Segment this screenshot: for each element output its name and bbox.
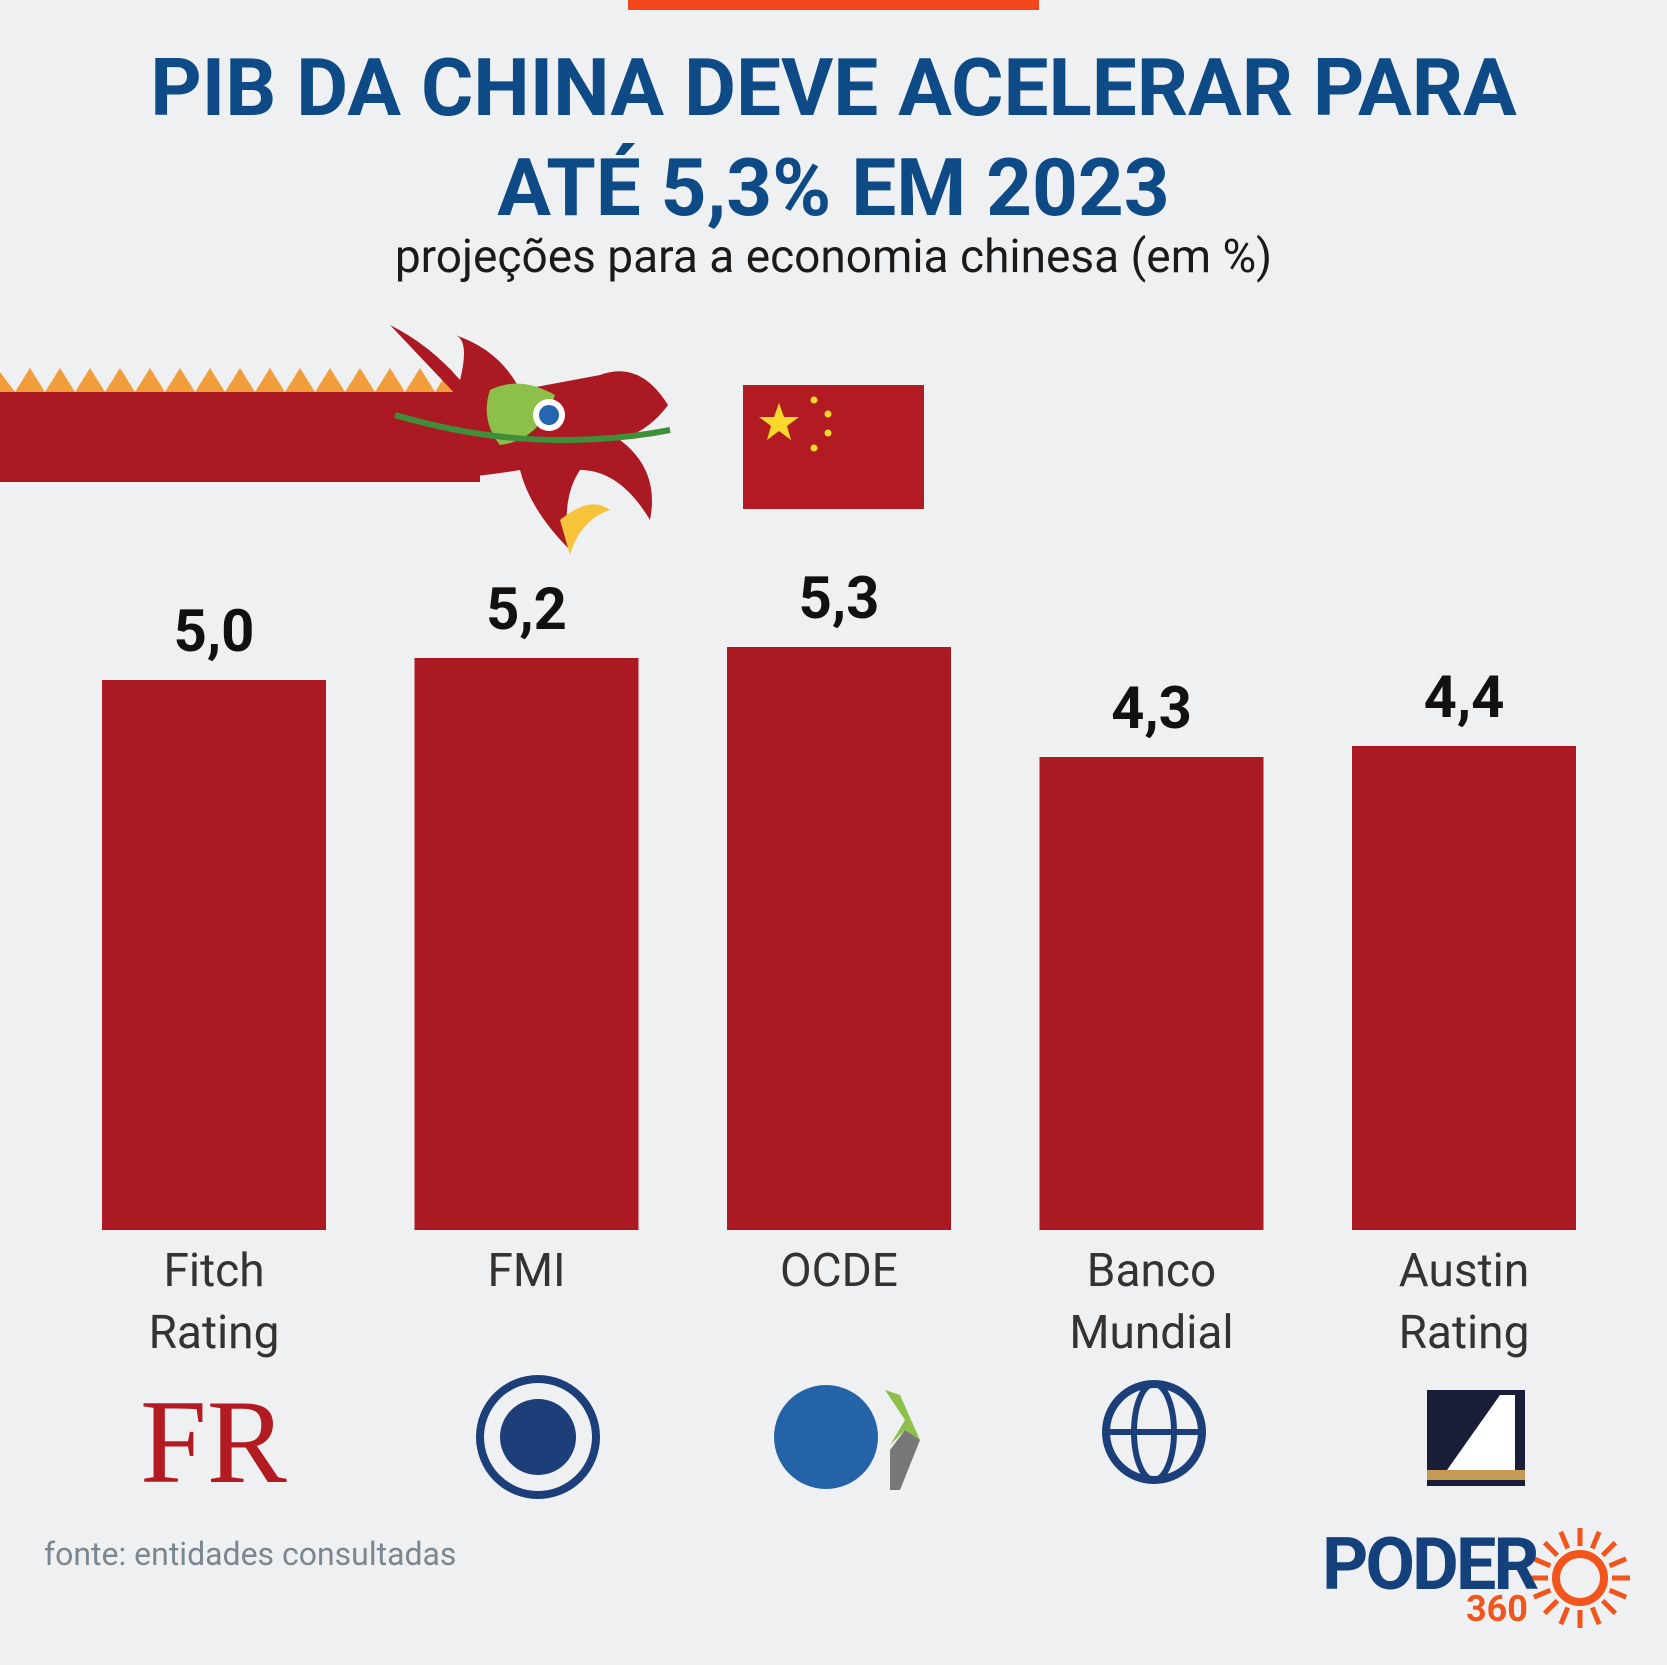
sun xyxy=(1530,1528,1630,1628)
sun-ray xyxy=(1589,1530,1602,1550)
bar xyxy=(1039,757,1264,1230)
x-tick-label: Austin Rating xyxy=(1398,1244,1530,1360)
brand: PODER xyxy=(1322,1522,1539,1607)
chart-subtitle: projeções para a economia chinesa (em %) xyxy=(394,230,1273,284)
sun-ray xyxy=(1608,1587,1628,1600)
bar xyxy=(102,680,326,1230)
sun-ray xyxy=(1558,1530,1571,1550)
sun-ray xyxy=(1600,1540,1618,1558)
sun-ray xyxy=(1558,1606,1571,1626)
value-label: 5,0 xyxy=(173,598,255,666)
bar xyxy=(1352,746,1576,1230)
x-tick-label: OCDE xyxy=(780,1244,898,1298)
value-label: 4,3 xyxy=(1111,675,1192,743)
sun-ray xyxy=(1589,1606,1602,1626)
sun-ray xyxy=(1542,1540,1560,1558)
sun-ray xyxy=(1608,1556,1628,1569)
x-tick-label: FMI xyxy=(487,1244,566,1298)
logos xyxy=(476,1375,1525,1499)
value-label: 4,4 xyxy=(1423,664,1505,732)
bar xyxy=(727,647,951,1230)
value-label: 5,3 xyxy=(798,565,880,633)
china-flag xyxy=(743,385,924,509)
logo-text: FR xyxy=(140,1375,287,1508)
source: fonte: entidades consultadas xyxy=(44,1535,457,1573)
value-label: 5,2 xyxy=(486,576,567,644)
sun-ray xyxy=(1532,1556,1552,1569)
sun-ray xyxy=(1542,1598,1560,1616)
x-tick-label: Banco Mundial xyxy=(1069,1244,1234,1360)
sun-ray xyxy=(1600,1598,1618,1616)
bar xyxy=(414,658,639,1230)
chart-title: PIB DA CHINA DEVE ACELERAR PARA ATÉ 5,3%… xyxy=(150,41,1517,235)
top-accent xyxy=(628,0,1039,10)
dragon xyxy=(0,325,671,555)
brand-number: 360 xyxy=(1466,1588,1528,1630)
sun-ray xyxy=(1532,1587,1552,1600)
x-tick-label: Fitch Rating xyxy=(148,1244,280,1360)
